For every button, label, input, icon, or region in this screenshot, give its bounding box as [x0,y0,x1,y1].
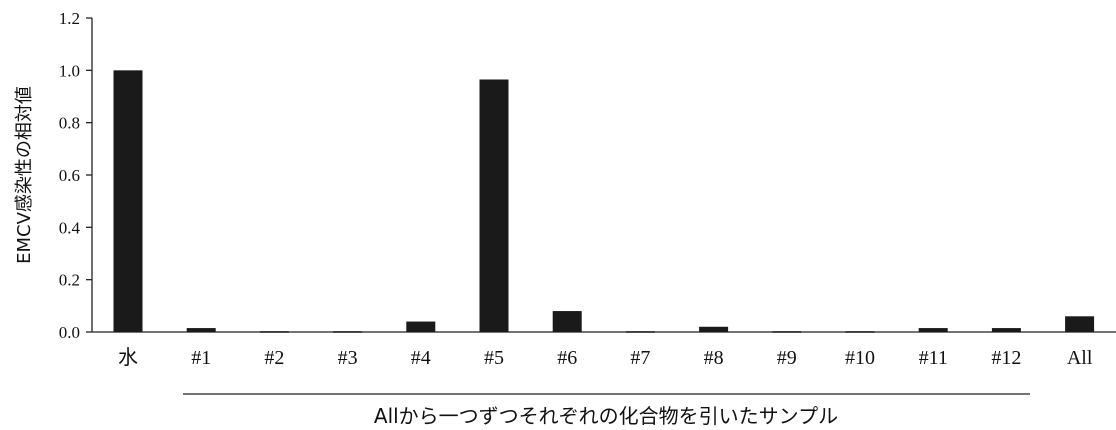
x-tick-label: #1 [191,347,211,369]
y-tick-label: 0.2 [59,271,80,290]
x-tick-label: #7 [630,347,650,369]
bar-n6 [552,311,582,332]
x-tick-label: #5 [484,347,504,369]
x-tick-label: All [1067,347,1093,369]
x-tick-label: #11 [919,347,948,369]
y-tick-label: 1.0 [59,61,80,80]
x-tick-label: #2 [264,347,284,369]
bar-n3 [333,331,363,333]
bar-n8 [699,326,729,332]
y-tick-label: 0.0 [59,323,80,342]
y-ticks: 0.0 0.2 0.4 0.6 0.8 1.0 1.2 [59,9,92,342]
x-tick-labels: 水 #1 #2 #3 #4 #5 #6 #7 #8 #9 #10 #11 #12 All [118,346,1093,369]
bar-n11 [918,328,948,332]
y-tick-label: 0.4 [59,218,81,237]
y-axis-label: EMCV感染性の相対値 [14,86,35,264]
y-tick-label: 0.6 [59,166,80,185]
bar-n10 [845,331,875,333]
bar-all [1065,316,1095,332]
x-tick-label: #3 [338,347,358,369]
x-tick-label: 水 [118,346,138,369]
bar-n1 [186,328,216,332]
x-tick-label: #8 [704,347,724,369]
x-tick-label: #9 [777,347,797,369]
y-tick-label: 1.2 [59,9,80,28]
y-tick-label: 0.8 [59,114,80,133]
bar-n7 [625,331,655,333]
x-tick-label: #4 [411,347,431,369]
bar-n4 [406,321,436,332]
x-tick-label: #12 [991,347,1021,369]
axes [91,18,1116,333]
bar-n5 [479,79,509,332]
bar-n12 [991,328,1021,332]
bar-water [113,70,143,332]
bar-n2 [259,331,289,333]
x-tick-label: #10 [845,347,875,369]
group-label: Allから一つずつそれぞれの化合物を引いたサンプル [374,404,838,428]
bar-n9 [772,331,802,333]
bars [113,70,1095,333]
x-tick-label: #6 [557,347,577,369]
